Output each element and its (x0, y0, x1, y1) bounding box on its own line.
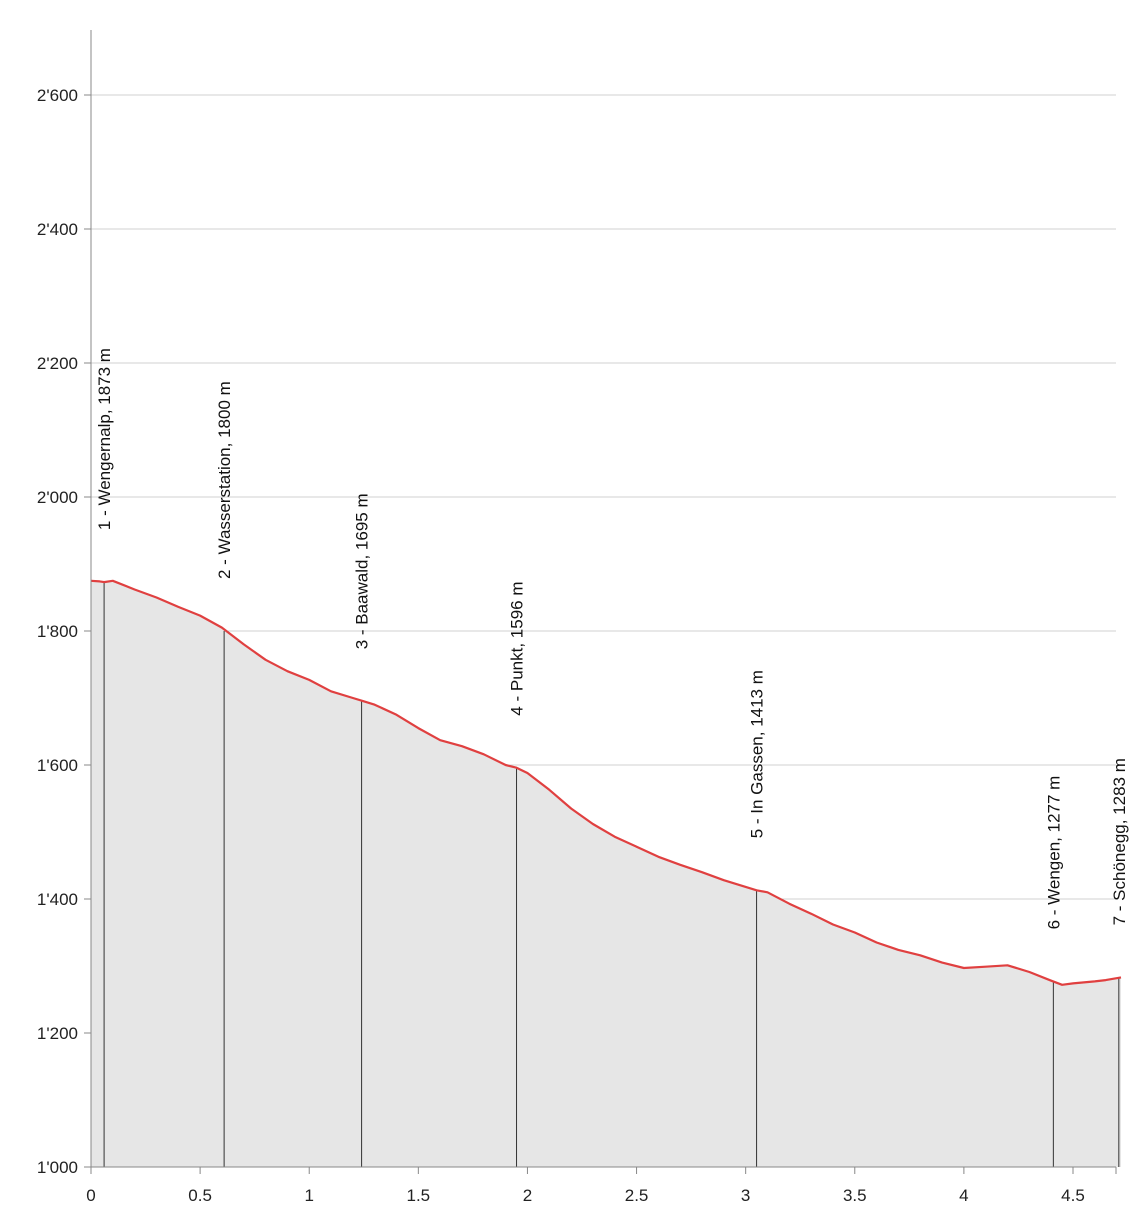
y-tick-label: 2'200 (37, 354, 78, 373)
waypoint-label: 2 - Wasserstation, 1800 m (215, 381, 234, 579)
waypoint-markers (103, 582, 1120, 1167)
y-tick-label: 1'800 (37, 622, 78, 641)
y-tick-label: 2'400 (37, 220, 78, 239)
y-tick-label: 1'200 (37, 1024, 78, 1043)
x-tick-label: 2 (523, 1186, 532, 1205)
x-tick-label: 0.5 (188, 1186, 212, 1205)
waypoint-labels: 1 - Wengernalp, 1873 m 2 - Wasserstation,… (95, 348, 1129, 929)
waypoint-label: 7 - Schönegg, 1283 m (1110, 758, 1129, 925)
x-tick-label: 0 (86, 1186, 95, 1205)
x-tick-label: 1 (304, 1186, 313, 1205)
x-tick-label: 3 (741, 1186, 750, 1205)
waypoint-label: 4 - Punkt, 1596 m (508, 582, 527, 716)
profile-area (91, 580, 1122, 1167)
elevation-line (90, 579, 1122, 986)
x-tick-label: 4 (959, 1186, 968, 1205)
waypoint-label: 5 - In Gassen, 1413 m (748, 670, 767, 838)
y-tick-label: 1'600 (37, 756, 78, 775)
waypoint-label: 3 - Baawald, 1695 m (353, 493, 372, 649)
waypoint-label: 6 - Wengen, 1277 m (1044, 776, 1063, 930)
x-tick-label: 2.5 (625, 1186, 649, 1205)
y-tick-label: 2'000 (37, 488, 78, 507)
y-tick-label: 2'600 (37, 86, 78, 105)
x-tick-label: 1.5 (407, 1186, 431, 1205)
waypoint-label: 1 - Wengernalp, 1873 m (95, 348, 114, 530)
profile-area-fill (91, 580, 1122, 1167)
x-tick-label: 3.5 (843, 1186, 867, 1205)
axes: 1'000 1'200 1'400 1'600 1'800 2'000 2'200 2'400… (37, 30, 1117, 1205)
profile-line-group (90, 579, 1122, 986)
y-tick-label: 1'000 (37, 1158, 78, 1177)
y-tick-label: 1'400 (37, 890, 78, 909)
x-tick-label: 4.5 (1061, 1186, 1085, 1205)
